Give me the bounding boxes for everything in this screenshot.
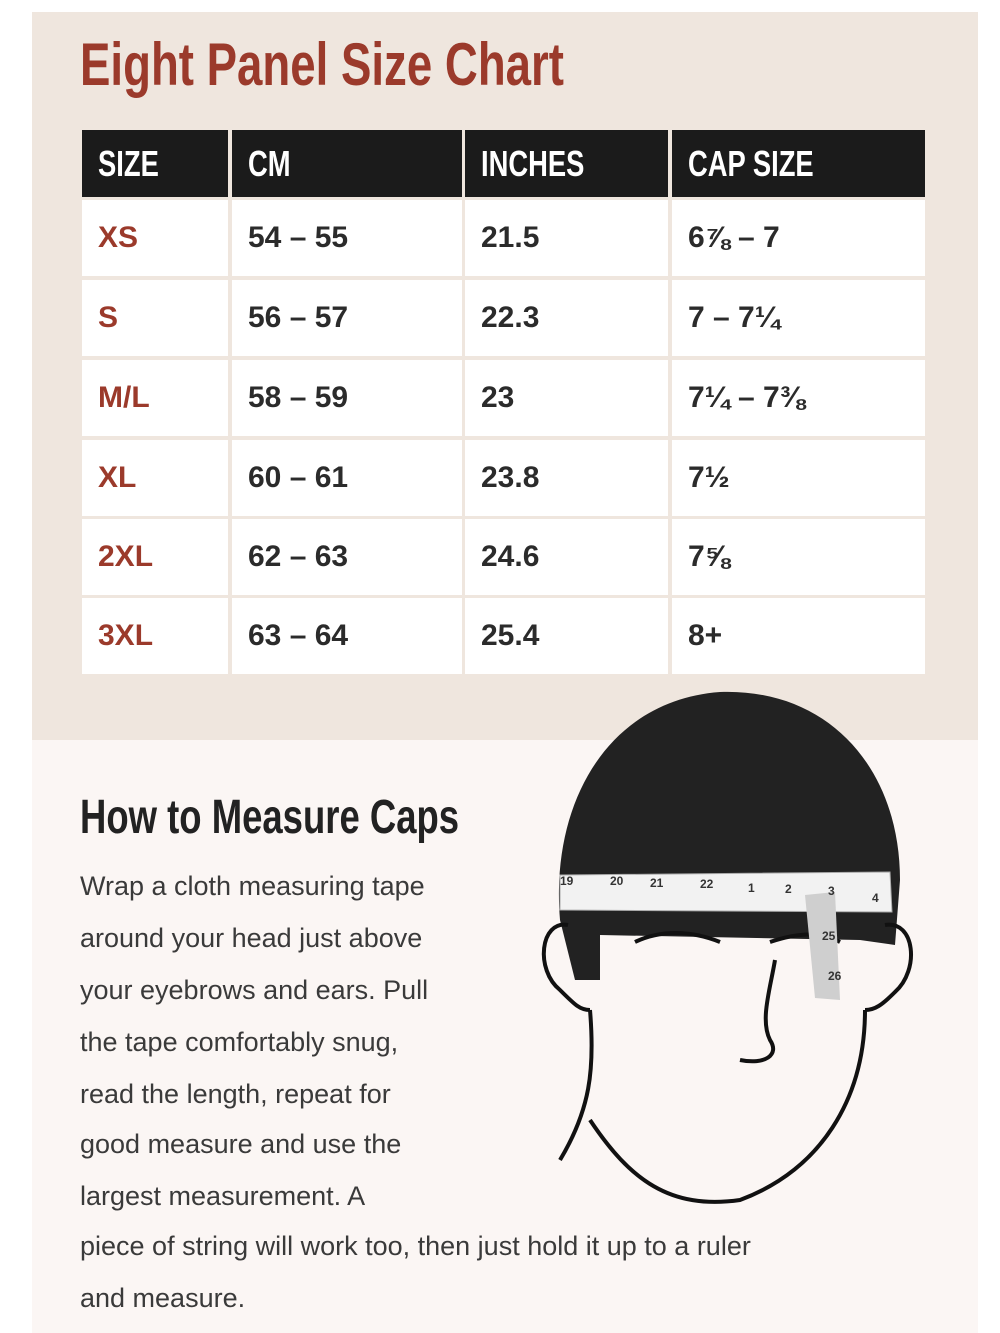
guide-line: and measure. (80, 1283, 246, 1313)
tape-label: 3 (828, 884, 835, 898)
header-text: INCHES (481, 142, 585, 184)
table-cell: 60 – 61 (232, 440, 462, 516)
header-text: CAP SIZE (688, 142, 814, 184)
tape-label: 1 (748, 881, 755, 895)
tape-label: 26 (828, 969, 842, 983)
table-cell: 25.4 (465, 598, 668, 674)
size-cell: 3XL (82, 598, 228, 674)
tape-label: 4 (872, 891, 879, 905)
table-cell: 63 – 64 (232, 598, 462, 674)
size-cell: XS (82, 200, 228, 276)
tape-label: 2 (785, 882, 792, 896)
guide-line: your eyebrows and ears. Pull (80, 975, 429, 1005)
tape-label: 21 (650, 876, 664, 890)
table-cell: 7⅝ (672, 519, 925, 595)
table-cell: 7½ (672, 440, 925, 516)
header-cell: SIZE (82, 130, 228, 197)
tape-label: 20 (610, 874, 624, 888)
header-cell: INCHES (465, 130, 668, 197)
guide-line: Wrap a cloth measuring tape (80, 871, 425, 901)
guide-line: around your head just above (80, 923, 423, 953)
face-outline (558, 1009, 867, 1204)
table-cell: 24.6 (465, 519, 668, 595)
header-text: CM (248, 142, 291, 184)
guide-line: read the length, repeat for (80, 1079, 391, 1109)
size-cell: 2XL (82, 519, 228, 595)
size-cell: S (82, 280, 228, 356)
table-cell: 21.5 (465, 200, 668, 276)
ear-right (864, 922, 913, 1012)
table-cell: 56 – 57 (232, 280, 462, 356)
guide-line: good measure and use the (80, 1129, 402, 1159)
guide-line: the tape comfortably snug, (80, 1027, 399, 1057)
table-cell: 58 – 59 (232, 360, 462, 436)
title: Eight Panel Size Chart (80, 30, 717, 99)
guide-line: piece of string will work too, then just… (80, 1231, 751, 1261)
size-cell: XL (82, 440, 228, 516)
tape-label: 22 (700, 877, 714, 891)
table-cell: 7 – 7¼ (672, 280, 925, 356)
guide-heading: How to Measure Caps (80, 790, 579, 845)
ear-left (541, 922, 591, 1012)
tape-end (805, 892, 840, 1000)
tape-label: 25 (822, 929, 836, 943)
table-cell: 7¼ – 7⅜ (672, 360, 925, 436)
hair (558, 691, 900, 980)
size-cell: M/L (82, 360, 228, 436)
table-cell: 23 (465, 360, 668, 436)
table-cell: 8+ (672, 598, 925, 674)
table-cell: 54 – 55 (232, 200, 462, 276)
title-text: Eight Panel Size Chart (80, 31, 564, 98)
header-text: SIZE (98, 142, 159, 184)
table-cell: 62 – 63 (232, 519, 462, 595)
header-cell: CM (232, 130, 462, 197)
nose (739, 959, 777, 1064)
header-cell: CAP SIZE (672, 130, 925, 197)
table-cell: 6⅞ – 7 (672, 200, 925, 276)
table-cell: 22.3 (465, 280, 668, 356)
head-illustration: 19 20 21 22 1 2 3 4 25 26 (541, 691, 913, 1204)
table-cell: 23.8 (465, 440, 668, 516)
guide-heading-text: How to Measure Caps (80, 791, 460, 844)
guide-line: largest measurement. A (80, 1181, 366, 1211)
tape-label: 19 (560, 874, 574, 888)
